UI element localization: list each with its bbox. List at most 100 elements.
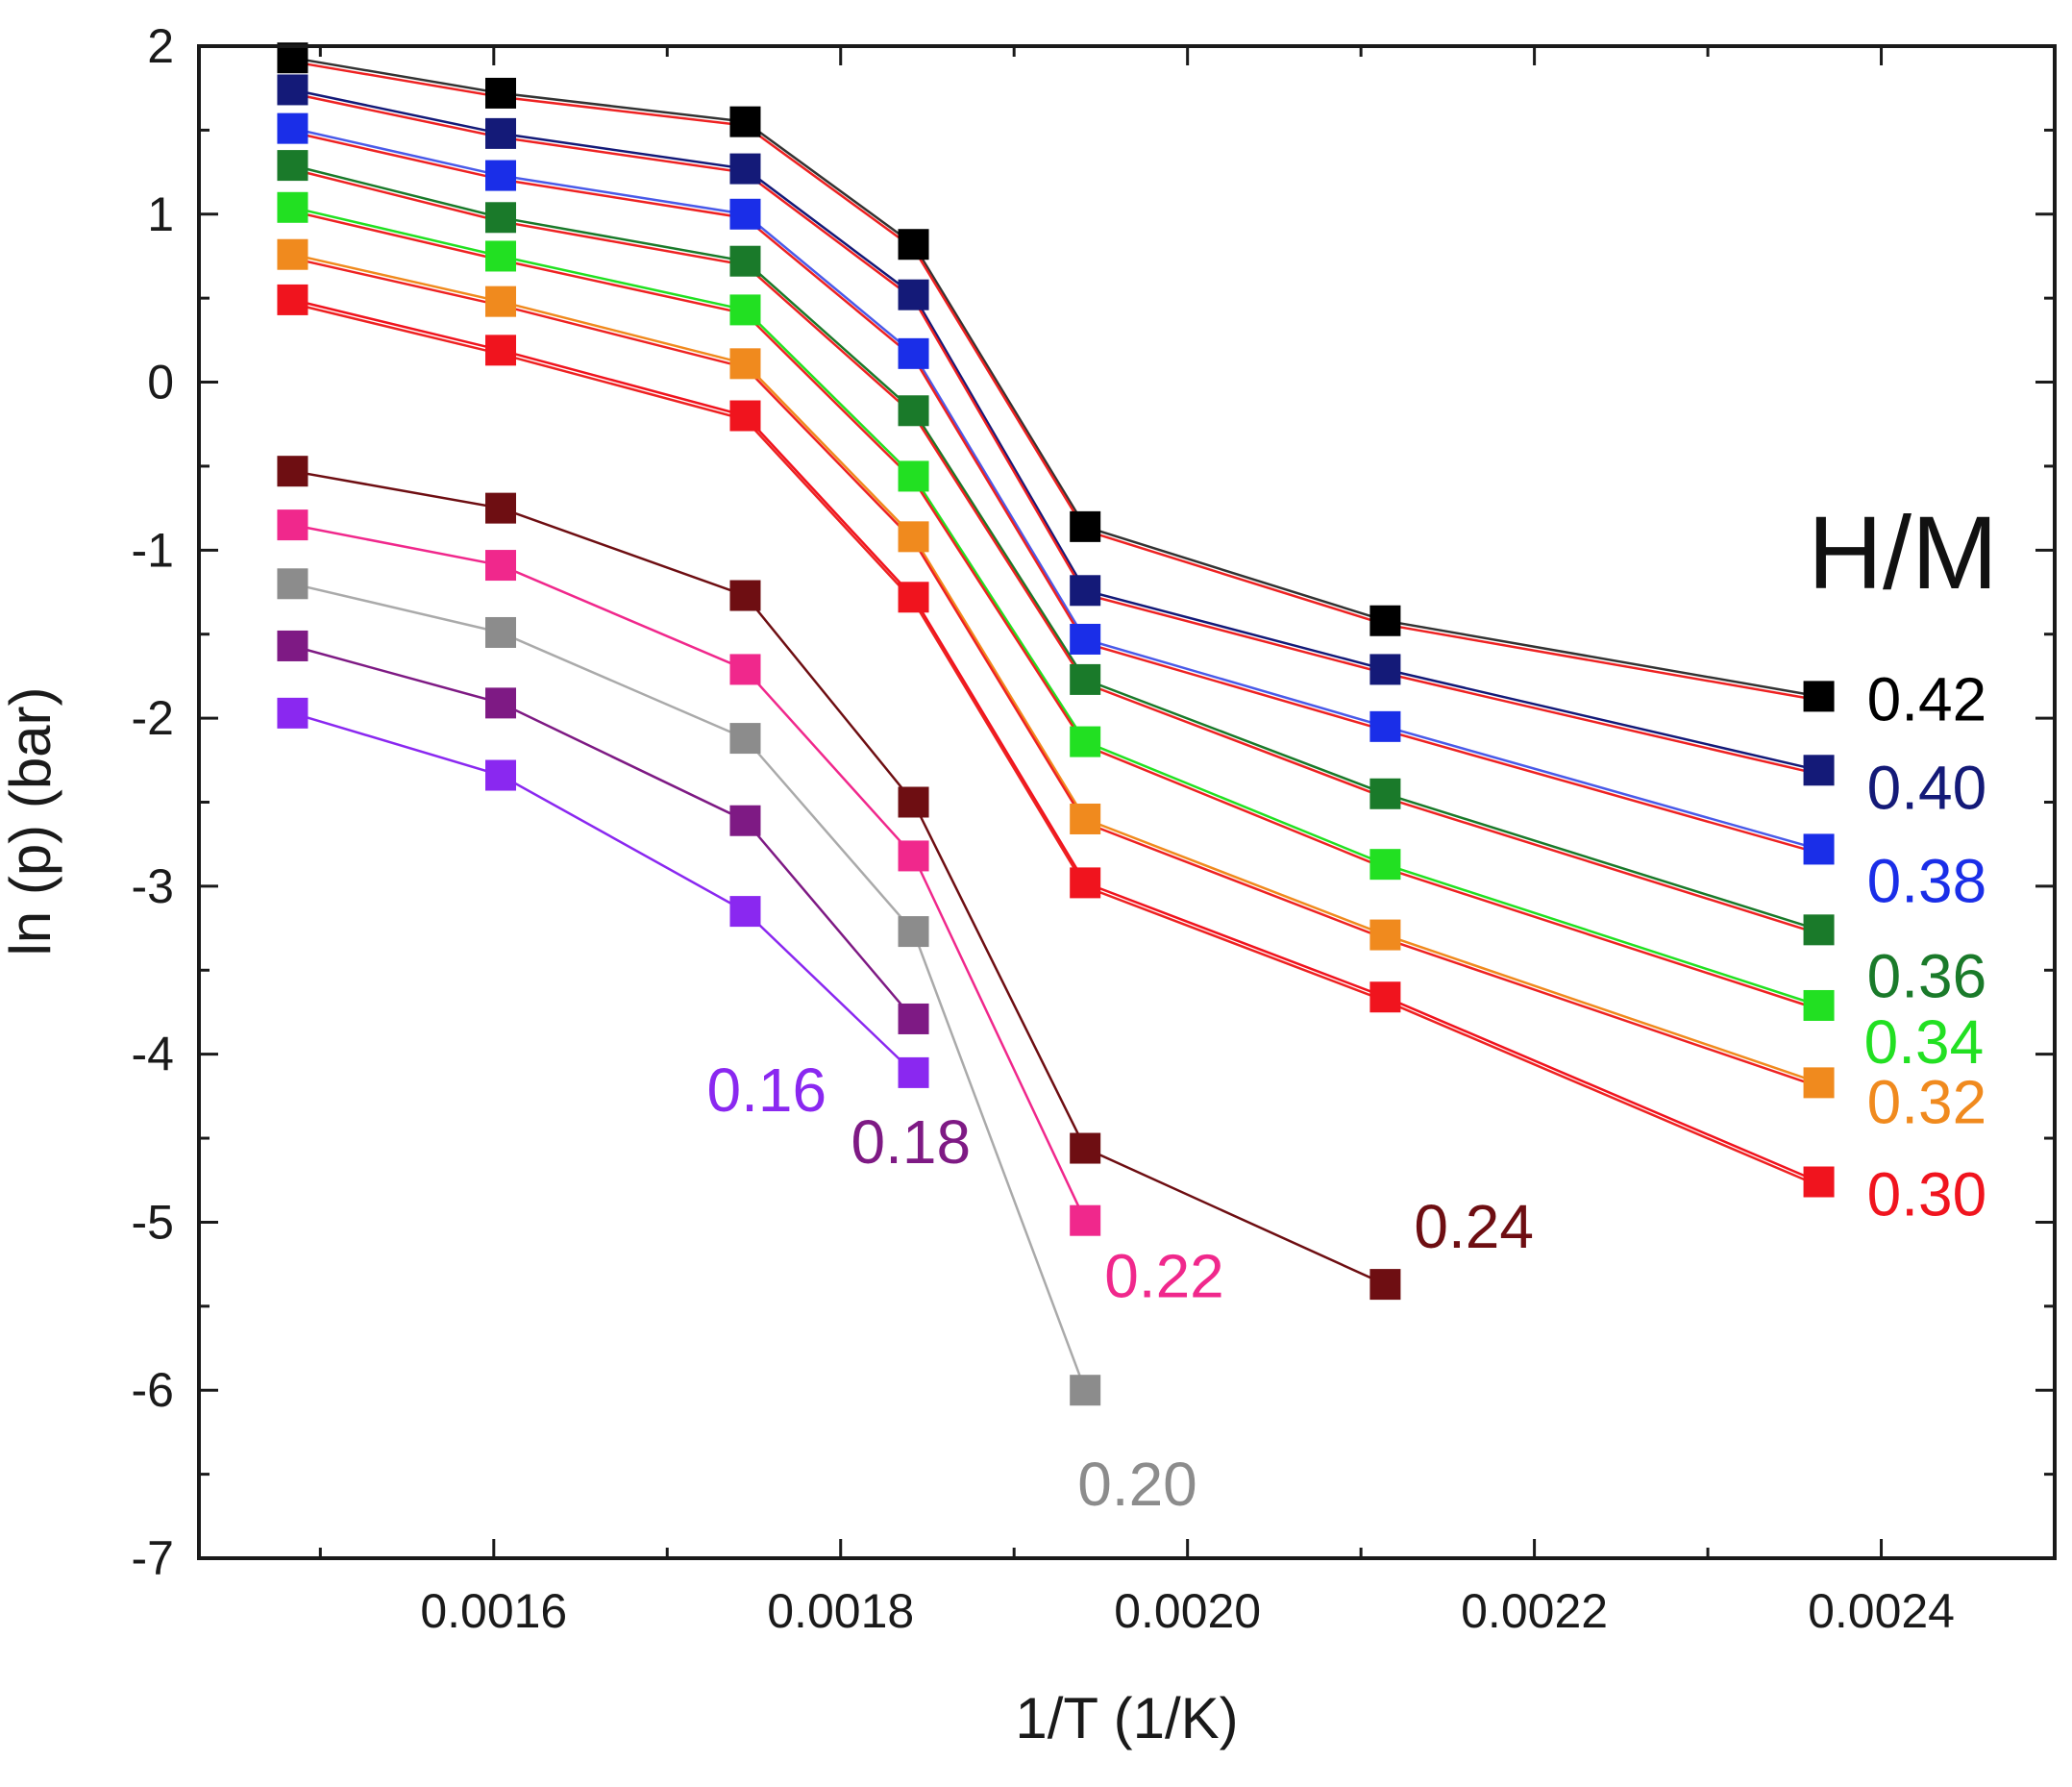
series-annotation-0-22: 0.22	[1104, 1242, 1224, 1311]
y-tick-label: 0	[147, 356, 174, 410]
data-point-0-18	[898, 1003, 929, 1034]
tick-labels-group: 0.0016 0.0018 0.0020 0.0022 0.0024 2 1 0 -1 -2 -3 -…	[132, 19, 1955, 1638]
markers-group	[277, 42, 1835, 1406]
data-point-0-40	[277, 74, 308, 106]
x-tick-label: 0.0018	[767, 1584, 914, 1638]
x-tick-label: 0.0022	[1461, 1584, 1608, 1638]
data-point-0-22	[898, 840, 929, 872]
y-axis-label: ln (p) (bar)	[0, 686, 62, 956]
data-point-0-36	[729, 245, 761, 277]
data-point-0-30	[898, 582, 929, 613]
data-point-0-30	[1070, 867, 1101, 899]
legend-title: H/M	[1808, 494, 1998, 610]
data-point-0-20	[485, 616, 517, 648]
data-point-0-40	[898, 279, 929, 310]
axis-ticks-group	[199, 44, 2055, 1560]
data-point-0-38	[1369, 710, 1401, 742]
x-tick-label: 0.0024	[1808, 1584, 1955, 1638]
data-point-0-24	[1369, 1269, 1401, 1301]
data-point-0-24	[898, 786, 929, 818]
data-point-0-42	[729, 106, 761, 137]
data-point-0-32	[485, 285, 517, 317]
data-point-0-24	[277, 456, 308, 487]
data-point-0-20	[277, 568, 308, 600]
data-point-0-22	[729, 654, 761, 685]
data-point-0-40	[1369, 654, 1401, 685]
data-point-0-32	[729, 348, 761, 380]
series-line-0-24	[292, 469, 1386, 1286]
data-point-0-22	[277, 509, 308, 541]
data-point-0-16	[898, 1056, 929, 1088]
data-point-0-22	[1070, 1204, 1101, 1236]
y-tick-label: -1	[132, 523, 174, 577]
series-line-0-16	[292, 711, 915, 1074]
data-point-0-38	[898, 337, 929, 369]
series-annotation-0-24: 0.24	[1414, 1192, 1534, 1261]
x-tick-label: 0.0020	[1114, 1584, 1261, 1638]
data-point-0-18	[277, 630, 308, 661]
x-axis-label: 1/T (1/K)	[1015, 1686, 1238, 1750]
series-annotation-0-34: 0.34	[1864, 1007, 1985, 1077]
series-line-0-18	[292, 644, 915, 1020]
x-tick-label: 0.0016	[420, 1584, 567, 1638]
data-point-0-30	[1803, 1166, 1835, 1198]
data-point-0-38	[729, 198, 761, 230]
data-point-0-24	[1070, 1132, 1101, 1164]
data-point-0-36	[898, 395, 929, 427]
data-point-0-42	[1803, 681, 1835, 712]
data-point-0-42	[898, 229, 929, 261]
data-point-0-38	[1803, 833, 1835, 865]
data-point-0-24	[729, 580, 761, 611]
y-tick-label: -5	[132, 1195, 174, 1249]
data-point-0-22	[485, 550, 517, 582]
data-point-0-32	[1803, 1067, 1835, 1099]
data-point-0-32	[277, 238, 308, 270]
y-tick-label: -7	[132, 1531, 174, 1585]
data-point-0-38	[485, 160, 517, 191]
y-tick-label: -2	[132, 691, 174, 745]
series-annotation-0-38: 0.38	[1867, 846, 1987, 915]
y-tick-label: -4	[132, 1028, 174, 1081]
data-point-0-42	[1070, 510, 1101, 542]
data-point-0-42	[485, 77, 517, 109]
data-point-0-34	[729, 294, 761, 326]
data-point-0-38	[1070, 623, 1101, 655]
y-tick-label: 1	[147, 187, 174, 241]
data-point-0-16	[485, 759, 517, 791]
data-point-0-36	[1803, 914, 1835, 946]
data-point-0-30	[277, 284, 308, 315]
data-point-0-40	[485, 117, 517, 149]
data-point-0-20	[729, 723, 761, 755]
data-point-0-40	[1803, 755, 1835, 786]
data-point-0-34	[485, 240, 517, 272]
series-annotation-0-20: 0.20	[1077, 1450, 1197, 1519]
y-tick-label: 2	[147, 19, 174, 73]
data-point-0-36	[1070, 663, 1101, 695]
data-point-0-30	[729, 400, 761, 432]
data-point-0-34	[277, 191, 308, 223]
series-annotation-0-40: 0.40	[1867, 753, 1987, 822]
data-point-0-34	[1369, 849, 1401, 881]
data-point-0-34	[1803, 989, 1835, 1021]
data-point-0-18	[485, 687, 517, 719]
annotations-group: 0.42 0.40 0.38 0.360.340.32 0.30 0.24 0.22 0.20…	[707, 664, 1987, 1519]
series-annotation-0-16: 0.16	[707, 1055, 827, 1125]
series-annotation-0-32: 0.32	[1867, 1067, 1987, 1136]
data-point-0-38	[277, 112, 308, 144]
data-point-0-34	[1070, 726, 1101, 757]
data-point-0-34	[898, 460, 929, 492]
y-tick-label: -6	[132, 1363, 174, 1417]
data-point-0-32	[898, 521, 929, 553]
data-point-0-42	[1369, 605, 1401, 636]
data-point-0-20	[898, 916, 929, 948]
series-annotation-0-18: 0.18	[851, 1107, 972, 1177]
data-point-0-40	[729, 153, 761, 185]
data-point-0-36	[277, 150, 308, 182]
data-point-0-20	[1070, 1375, 1101, 1406]
data-point-0-32	[1369, 919, 1401, 951]
data-point-0-18	[729, 805, 761, 836]
series-annotation-0-36: 0.36	[1867, 941, 1987, 1010]
data-point-0-36	[485, 202, 517, 234]
